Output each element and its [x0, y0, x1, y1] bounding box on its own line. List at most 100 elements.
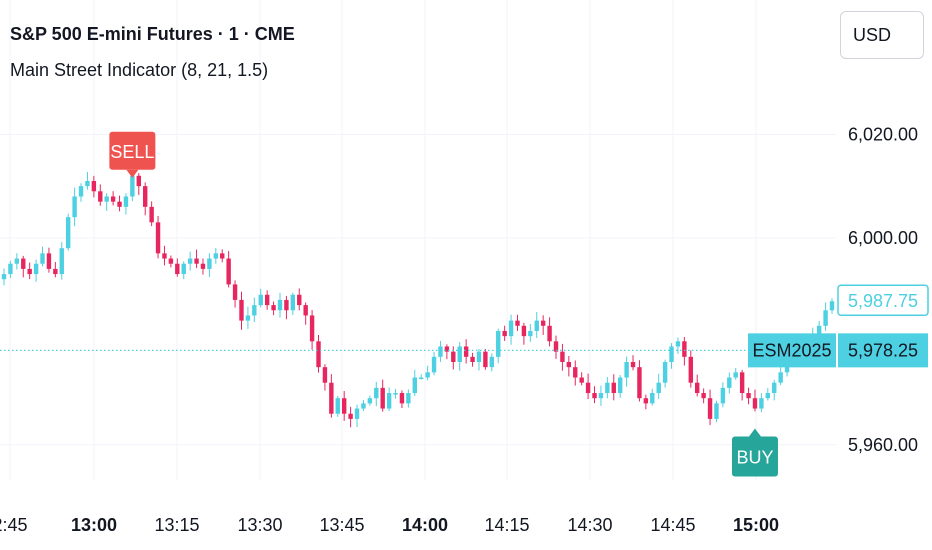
candle-body	[752, 398, 758, 409]
time-tick-label: 14:45	[650, 515, 695, 535]
candle-body	[508, 320, 514, 337]
candle-body	[624, 362, 629, 378]
candle-body	[329, 382, 334, 414]
candle-body	[463, 346, 469, 357]
candle-body	[778, 372, 783, 383]
candle-body	[637, 367, 642, 399]
candle-body	[277, 299, 283, 311]
symbol-title[interactable]: S&P 500 E-mini Futures · 1 · CME	[10, 24, 295, 44]
candle-body	[688, 356, 693, 383]
candle-body	[40, 253, 45, 264]
time-tick-label: 15:00	[733, 515, 779, 535]
candle-body	[444, 346, 450, 352]
candle-body	[252, 305, 257, 316]
symbol-badge-label: ESM2025	[752, 340, 831, 360]
last-price-label: 5,978.25	[848, 340, 918, 360]
candle-body	[117, 201, 122, 207]
candle-body	[393, 393, 398, 395]
current-price-badge	[837, 284, 929, 316]
candle-body	[643, 398, 649, 404]
candle-body	[245, 315, 251, 321]
time-tick-label: 13:45	[319, 515, 364, 535]
candle-body	[489, 356, 495, 368]
candle-body	[65, 217, 71, 249]
candle-body	[476, 351, 482, 362]
currency-label: USD	[853, 24, 892, 45]
candle-body	[566, 362, 572, 368]
candle-body	[746, 393, 751, 399]
currency-selector[interactable]: USD	[840, 11, 924, 59]
time-tick-label: 13:00	[71, 515, 117, 535]
candle-body	[521, 325, 527, 337]
candle-body	[502, 330, 507, 337]
candle-body	[91, 180, 97, 192]
candle-body	[104, 196, 109, 202]
sell-signal-text: SELL	[110, 142, 154, 162]
candle-body	[200, 263, 206, 269]
candle-body	[720, 387, 726, 404]
candle-body	[617, 377, 623, 394]
candle-body	[1, 274, 7, 280]
time-tick-label: 14:30	[567, 515, 612, 535]
candle-body	[682, 341, 687, 357]
candle-body	[46, 253, 52, 269]
candle-body	[130, 175, 135, 197]
candle-body	[675, 341, 681, 347]
candle-body	[829, 301, 835, 311]
candle-body	[14, 258, 20, 264]
candle-body	[547, 325, 552, 342]
signal-annotations: SELL BUY	[109, 131, 778, 477]
indicator-label[interactable]: Main Street Indicator (8, 21, 1.5)	[10, 60, 269, 80]
time-axis: 2:45 13:00 13:15 13:30 13:45 14:00 14:15 14:30 1…	[0, 515, 779, 535]
candle-body	[733, 372, 738, 378]
candle-body	[496, 330, 501, 357]
candle-body	[399, 393, 405, 404]
candle-body	[290, 294, 296, 311]
candle-body	[772, 382, 777, 394]
candle-body	[303, 305, 308, 316]
candle-body	[341, 398, 347, 414]
candle-body	[149, 206, 154, 223]
candle-body	[85, 180, 90, 187]
candle-body	[823, 310, 828, 326]
candle-body	[258, 294, 263, 306]
price-axis: 6,020.006,000.005,960.005,980.005,987.75…	[748, 124, 929, 455]
candle-body	[451, 351, 456, 362]
candle-body	[162, 253, 167, 259]
price-tick-label: 5,960.00	[848, 435, 918, 455]
candle-body	[98, 191, 103, 202]
candle-body	[213, 253, 219, 259]
candle-body	[226, 258, 231, 285]
candle-body	[560, 351, 565, 362]
candle-body	[656, 382, 661, 394]
candle-body	[727, 377, 732, 388]
candle-body	[650, 393, 655, 404]
candle-body	[470, 356, 475, 362]
candle-body	[361, 403, 366, 409]
candle-body	[695, 382, 700, 394]
time-tick-label: 13:30	[237, 515, 282, 535]
candle-body	[534, 320, 539, 331]
candle-body	[483, 351, 488, 368]
candle-body	[573, 367, 578, 378]
candle-body	[271, 305, 276, 311]
candle-body	[316, 341, 321, 368]
candle-body	[714, 403, 719, 419]
candle-body	[123, 196, 129, 207]
candle-body	[759, 398, 764, 409]
candle-body	[239, 299, 244, 321]
candle-body	[367, 398, 373, 404]
candle-body	[232, 284, 238, 300]
candle-body	[194, 258, 199, 264]
buy-signal-text: BUY	[736, 448, 773, 468]
candle-body	[335, 398, 340, 414]
candle-body	[322, 367, 328, 383]
price-tick-label: 6,020.00	[848, 124, 918, 144]
candle-body	[59, 248, 64, 275]
time-tick-label: 13:15	[154, 515, 199, 535]
candle-body	[309, 315, 315, 342]
candle-body	[8, 263, 13, 275]
candle-body	[207, 258, 212, 269]
candle-body	[264, 294, 270, 306]
